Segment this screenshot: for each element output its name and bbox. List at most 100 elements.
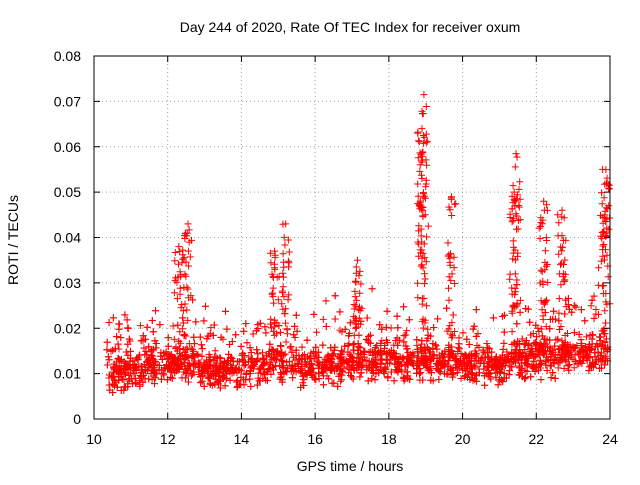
data-point: [285, 259, 293, 267]
data-point: [459, 329, 467, 337]
data-point: [276, 375, 284, 383]
data-point: [117, 372, 125, 380]
data-point: [564, 343, 572, 351]
data-point: [109, 314, 117, 322]
data-point: [542, 262, 550, 270]
data-point: [445, 284, 452, 292]
data-point: [599, 252, 607, 260]
data-point: [508, 348, 516, 356]
data-point: [200, 382, 208, 390]
data-point: [279, 283, 287, 291]
data-point: [186, 253, 194, 261]
data-point: [288, 348, 296, 356]
data-point: [283, 358, 291, 366]
data-point: [203, 356, 210, 364]
data-point: [543, 206, 551, 214]
data-point: [308, 360, 316, 368]
data-point: [203, 361, 211, 369]
data-point: [356, 363, 364, 371]
data-point: [246, 367, 254, 375]
data-point: [540, 347, 548, 355]
data-point: [394, 367, 402, 375]
data-point: [536, 356, 544, 364]
data-point: [353, 354, 361, 362]
data-point: [271, 316, 279, 324]
data-point: [602, 290, 610, 297]
data-point: [297, 383, 305, 391]
data-point: [426, 349, 434, 357]
data-point: [500, 328, 508, 336]
data-point: [449, 311, 457, 319]
data-point: [136, 372, 144, 379]
data-point: [447, 330, 455, 338]
data-point: [430, 324, 438, 331]
data-point: [603, 251, 611, 259]
data-point: [265, 365, 273, 373]
data-point: [277, 369, 284, 376]
data-point: [546, 316, 554, 323]
data-point: [586, 363, 594, 371]
data-point: [272, 362, 279, 370]
data-point: [399, 353, 407, 361]
data-point: [279, 358, 287, 365]
data-point: [423, 337, 431, 345]
data-point: [262, 329, 270, 337]
data-point: [451, 200, 459, 208]
data-point: [584, 353, 592, 360]
data-point: [207, 370, 215, 378]
data-point: [181, 230, 189, 238]
data-point: [157, 375, 165, 383]
data-point: [599, 355, 606, 363]
data-point: [123, 316, 131, 324]
data-point: [134, 356, 142, 364]
data-point: [518, 366, 526, 374]
data-point: [291, 322, 299, 330]
data-point: [344, 358, 352, 366]
data-point: [151, 380, 158, 388]
data-point: [378, 355, 385, 363]
data-point: [451, 328, 459, 335]
data-point: [450, 253, 458, 261]
data-point: [420, 294, 428, 302]
data-point: [226, 376, 234, 384]
data-point: [129, 367, 137, 375]
data-point: [179, 319, 187, 327]
data-point: [175, 243, 183, 251]
data-point: [148, 317, 156, 324]
data-point: [278, 287, 286, 295]
data-point: [570, 329, 578, 337]
data-point: [267, 324, 275, 332]
data-point: [357, 349, 364, 357]
data-point: [178, 259, 186, 267]
data-point: [605, 202, 613, 210]
data-point: [322, 361, 330, 369]
data-point: [510, 243, 518, 251]
data-point: [602, 319, 610, 327]
data-point: [463, 335, 471, 343]
data-point: [223, 367, 231, 375]
x-tick-label: 16: [307, 431, 323, 447]
data-point: [598, 189, 606, 197]
data-point: [228, 354, 235, 362]
data-point: [494, 381, 502, 389]
data-point: [446, 258, 454, 266]
data-point: [347, 352, 355, 360]
data-point: [329, 351, 337, 359]
data-point: [480, 359, 488, 367]
data-point: [558, 247, 566, 255]
data-point: [166, 358, 174, 366]
data-point: [376, 321, 384, 329]
y-tick-label: 0.05: [54, 184, 81, 200]
x-tick-label: 14: [234, 431, 250, 447]
data-point: [418, 355, 426, 363]
data-point: [500, 369, 508, 377]
data-point: [557, 323, 565, 330]
data-point: [163, 355, 171, 363]
data-point: [269, 284, 277, 292]
data-point: [331, 292, 339, 300]
data-point: [282, 305, 290, 313]
data-point: [151, 374, 159, 382]
data-point: [302, 370, 310, 378]
data-point: [390, 377, 398, 385]
data-point: [183, 283, 191, 291]
